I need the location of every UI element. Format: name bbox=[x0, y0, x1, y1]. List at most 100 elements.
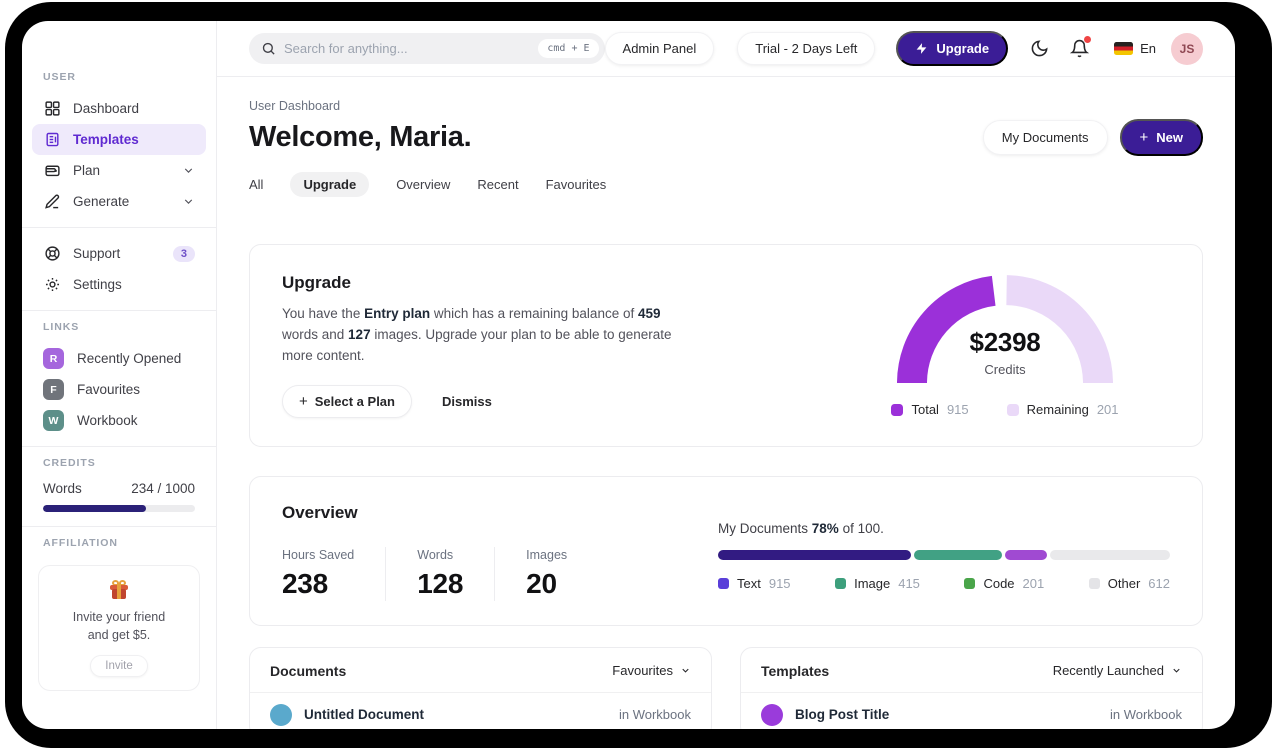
topbar-actions: Admin Panel Trial - 2 Days Left Upgrade … bbox=[604, 31, 1203, 66]
document-list-item[interactable]: Untitled Document in Workbook bbox=[250, 693, 711, 729]
gift-icon bbox=[109, 580, 129, 600]
templates-card: Templates Recently Launched Blog Post Ti… bbox=[740, 646, 1203, 729]
content-column: cmd + E Admin Panel Trial - 2 Days Left … bbox=[217, 21, 1235, 729]
sidebar-link-favourites[interactable]: F Favourites bbox=[32, 374, 206, 405]
credits-progress-track bbox=[43, 505, 195, 512]
documents-card: Documents Favourites Untitled Document i… bbox=[249, 646, 712, 729]
legend-swatch bbox=[964, 577, 976, 589]
credits-value: 234 / 1000 bbox=[131, 481, 195, 496]
german-flag-icon[interactable] bbox=[1114, 42, 1134, 55]
language-label[interactable]: En bbox=[1140, 41, 1156, 56]
invite-button[interactable]: Invite bbox=[90, 655, 148, 678]
bar-segment-image bbox=[914, 549, 1002, 560]
legend-swatch bbox=[891, 403, 904, 416]
template-location: in Workbook bbox=[1109, 707, 1182, 723]
support-count-badge: 3 bbox=[172, 245, 195, 262]
my-documents-button[interactable]: My Documents bbox=[982, 120, 1108, 155]
notifications-bell-icon[interactable] bbox=[1070, 36, 1092, 58]
document-avatar bbox=[270, 703, 292, 726]
dismiss-button[interactable]: Dismiss bbox=[441, 393, 492, 409]
gauge-legend: Total 915 Remaining 201 bbox=[891, 402, 1119, 417]
sidebar-section-affiliation: AFFILIATION bbox=[43, 537, 118, 549]
sidebar-link-workbook[interactable]: W Workbook bbox=[32, 405, 206, 436]
plus-icon: + bbox=[1139, 129, 1149, 146]
tab-overview[interactable]: Overview bbox=[396, 177, 451, 192]
sidebar-item-settings[interactable]: Settings bbox=[32, 269, 206, 300]
new-button[interactable]: + New bbox=[1119, 119, 1203, 156]
sidebar-link-label: Recently Opened bbox=[77, 351, 182, 366]
select-plan-button[interactable]: + Select a Plan bbox=[282, 384, 412, 418]
sidebar-item-generate[interactable]: Generate bbox=[32, 186, 206, 217]
stats-row: Hours Saved 238 Words 128 Images 20 bbox=[282, 546, 682, 601]
search-bar[interactable]: cmd + E bbox=[249, 33, 605, 64]
template-title: Blog Post Title bbox=[795, 707, 890, 723]
sidebar-item-label: Generate bbox=[73, 194, 130, 209]
wallet-icon bbox=[43, 162, 61, 180]
admin-panel-button[interactable]: Admin Panel bbox=[604, 32, 715, 65]
tab-upgrade[interactable]: Upgrade bbox=[290, 172, 370, 197]
search-input[interactable] bbox=[284, 41, 539, 56]
stat-images: Images 20 bbox=[526, 547, 568, 599]
affiliation-text: Invite your friend and get $5. bbox=[72, 610, 166, 643]
page-title: Welcome, Maria. bbox=[249, 121, 472, 153]
breadcrumb: User Dashboard bbox=[249, 99, 341, 113]
legend-swatch bbox=[1006, 403, 1019, 416]
templates-card-title: Templates bbox=[761, 662, 830, 679]
tab-all[interactable]: All bbox=[249, 177, 264, 192]
credits-progress-fill bbox=[43, 505, 147, 512]
trial-days-left-button[interactable]: Trial - 2 Days Left bbox=[737, 32, 876, 65]
overview-card-title: Overview bbox=[282, 502, 358, 522]
gauge-center-value: $2398 bbox=[969, 327, 1041, 357]
legend-item-image: Image 415 bbox=[835, 576, 920, 591]
stat-words: Words 128 bbox=[417, 547, 464, 599]
user-avatar[interactable]: JS bbox=[1171, 32, 1203, 65]
stat-hours-saved: Hours Saved 238 bbox=[282, 547, 355, 599]
sidebar-item-templates[interactable]: Templates bbox=[32, 124, 206, 155]
upgrade-button[interactable]: Upgrade bbox=[896, 31, 1009, 66]
pencil-icon bbox=[43, 193, 61, 211]
gauge-arcs bbox=[897, 275, 1113, 384]
tab-favourites[interactable]: Favourites bbox=[545, 177, 607, 192]
tab-recent[interactable]: Recent bbox=[477, 177, 519, 192]
tabs: All Upgrade Overview Recent Favourites bbox=[249, 172, 1203, 197]
sidebar-item-dashboard[interactable]: Dashboard bbox=[32, 93, 206, 124]
title-actions: My Documents + New bbox=[982, 119, 1203, 156]
overview-legend: Text 915 Image 415 Code 201 bbox=[718, 576, 1170, 591]
sidebar-item-label: Dashboard bbox=[73, 101, 140, 116]
legend-item-code: Code 201 bbox=[964, 576, 1044, 591]
credits-row: Words 234 / 1000 bbox=[43, 481, 195, 496]
legend-item-other: Other 612 bbox=[1088, 576, 1170, 591]
bar-segment-text bbox=[718, 549, 911, 560]
templates-filter-dropdown[interactable]: Recently Launched bbox=[1053, 663, 1182, 678]
upgrade-card-paragraph: You have the Entry plan which has a rema… bbox=[282, 306, 672, 363]
link-initial-avatar: W bbox=[43, 410, 64, 431]
template-avatar bbox=[761, 703, 783, 726]
documents-progress-block: My Documents 78% of 100. Text 915 bbox=[718, 503, 1170, 601]
sidebar-item-plan[interactable]: Plan bbox=[32, 155, 206, 186]
sidebar-link-recently-opened[interactable]: R Recently Opened bbox=[32, 343, 206, 374]
documents-filter-dropdown[interactable]: Favourites bbox=[612, 663, 691, 678]
overview-stats-block: Overview Hours Saved 238 Words 128 bbox=[282, 503, 682, 601]
link-initial-avatar: F bbox=[43, 379, 64, 400]
link-initial-avatar: R bbox=[43, 348, 64, 369]
credits-label: Words bbox=[43, 481, 82, 496]
legend-swatch bbox=[835, 577, 847, 589]
sidebar-item-label: Support bbox=[73, 246, 121, 261]
stacked-progress-bar bbox=[718, 549, 1170, 560]
chevron-down-icon bbox=[182, 164, 195, 177]
upgrade-card: Upgrade You have the Entry plan which ha… bbox=[249, 244, 1203, 447]
sidebar-divider bbox=[22, 310, 216, 311]
sidebar-link-label: Workbook bbox=[77, 413, 138, 428]
upgrade-card-actions: + Select a Plan Dismiss bbox=[282, 384, 702, 418]
upgrade-card-text: Upgrade You have the Entry plan which ha… bbox=[282, 273, 702, 418]
app-window: USER Dashboard Templates Plan bbox=[22, 21, 1235, 729]
sidebar-section-user: USER bbox=[43, 71, 76, 83]
sidebar-item-label: Plan bbox=[73, 163, 101, 178]
template-list-item[interactable]: Blog Post Title in Workbook bbox=[741, 693, 1202, 729]
sidebar-item-support[interactable]: Support 3 bbox=[32, 238, 206, 269]
document-title: Untitled Document bbox=[304, 707, 424, 723]
templates-card-header: Templates Recently Launched bbox=[741, 648, 1202, 693]
theme-toggle-moon-icon[interactable] bbox=[1030, 39, 1049, 58]
gear-icon bbox=[43, 276, 61, 294]
sidebar-divider bbox=[22, 227, 216, 228]
